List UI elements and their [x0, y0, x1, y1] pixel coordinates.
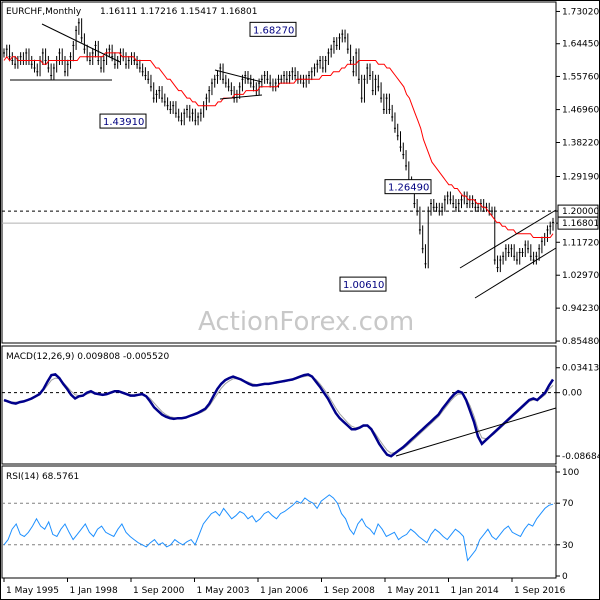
price-panel-border	[1, 1, 557, 344]
macd-trendline	[395, 407, 557, 457]
channel-upper-line	[459, 209, 557, 269]
price-annotation: 1.68270	[249, 21, 297, 37]
macd-line	[3, 373, 555, 458]
annotation-label: 1.68270	[253, 25, 294, 36]
rsi-tick-label: 0	[562, 572, 568, 582]
rsi-tick-label: 30	[562, 541, 574, 551]
annotation-box	[384, 179, 432, 195]
channel-lower-line	[474, 247, 557, 299]
price-annotation: 1.26490	[384, 179, 432, 195]
annotation-label: 1.43910	[103, 117, 144, 128]
annotation-box	[99, 113, 147, 129]
price-tick-label: 1.73020	[562, 7, 599, 17]
x-tick-label: 1 May 2003	[197, 586, 250, 596]
price-candles	[3, 18, 554, 273]
trendline-2003-top	[214, 69, 263, 83]
x-tick-label: 1 Jan 1998	[70, 586, 118, 596]
annotation-label: 1.00610	[343, 280, 384, 291]
price-panel: EURCHF,Monthly 1.16111 1.17216 1.15417 1…	[1, 1, 599, 347]
last-price-box	[557, 216, 599, 230]
rsi-tick-label: 70	[562, 499, 574, 509]
rsi-panel: RSI(14) 68.5761 100 70 30 0	[1, 465, 579, 582]
macd-panel: MACD(12,26,9) 0.009808 -0.005520 0.03413…	[1, 345, 600, 465]
price-panel-title: EURCHF,Monthly	[6, 7, 82, 17]
macd-panel-border	[1, 345, 557, 465]
price-tick-label: 1.55760	[562, 72, 599, 82]
price-annotations: 1.68270 1.43910 1.26490 1.00610	[99, 21, 432, 292]
rsi-line	[3, 494, 554, 562]
annotation-box	[249, 21, 297, 37]
time-x-axis: 1 May 1995 1 Jan 1998 1 Sep 2000 1 May 2003…	[3, 578, 566, 596]
annotation-label: 1.26490	[388, 183, 429, 194]
price-tick-label: 1.29190	[562, 172, 599, 182]
annotation-box	[339, 276, 387, 292]
x-tick-label: 1 Jan 2014	[451, 586, 499, 596]
x-tick-label: 1 May 2011	[387, 586, 440, 596]
trend-lines	[10, 23, 557, 299]
price-tick-label: 1.11720	[562, 238, 599, 248]
x-tick-label: 1 Jan 2006	[260, 586, 308, 596]
macd-panel-title: MACD(12,26,9) 0.009808 -0.005520	[6, 352, 169, 362]
trendline-2003-bottom	[219, 94, 263, 100]
moving-average-line	[3, 52, 554, 238]
rsi-panel-title: RSI(14) 68.5761	[6, 472, 79, 482]
macd-tick-label: -0.086849	[562, 452, 600, 462]
trendline-1995-top	[41, 23, 121, 63]
macd-tick-label: 0.00	[562, 389, 582, 399]
macd-tick-label: 0.034137	[562, 364, 600, 374]
price-annotation: 1.00610	[339, 276, 387, 292]
price-tick-label: 1.02970	[562, 271, 599, 281]
price-tick-label: 1.16801	[562, 219, 599, 229]
rsi-panel-border	[1, 465, 557, 579]
rsi-tick-label: 100	[562, 468, 579, 478]
macd-y-axis: 0.034137 0.00 -0.086849	[556, 364, 600, 462]
price-tick-label: 1.20000	[562, 207, 599, 217]
watermark: ActionForex.com	[198, 307, 414, 337]
price-tick-label: 0.94230	[562, 304, 599, 314]
price-tick-label: 1.38220	[562, 138, 599, 148]
rsi-y-axis: 100 70 30 0	[556, 468, 579, 582]
x-tick-label: 1 Sep 2000	[133, 586, 185, 596]
rsi-level-lines	[2, 502, 556, 546]
price-tick-label: 0.85480	[562, 337, 599, 347]
price-annotation: 1.43910	[99, 113, 147, 129]
price-y-axis: 1.73020 1.64450 1.55760 1.46960 1.38220 1.291…	[556, 7, 599, 347]
price-ohlc-text: 1.16111 1.17216 1.15417 1.16801	[100, 7, 257, 17]
price-reference-lines	[2, 210, 556, 224]
x-tick-label: 1 Sep 2008	[324, 586, 376, 596]
x-tick-label: 1 May 1995	[6, 586, 59, 596]
price-tick-label: 1.46960	[562, 106, 599, 116]
x-tick-label: 1 Sep 2016	[514, 586, 566, 596]
price-tick-label: 1.64450	[562, 40, 599, 50]
